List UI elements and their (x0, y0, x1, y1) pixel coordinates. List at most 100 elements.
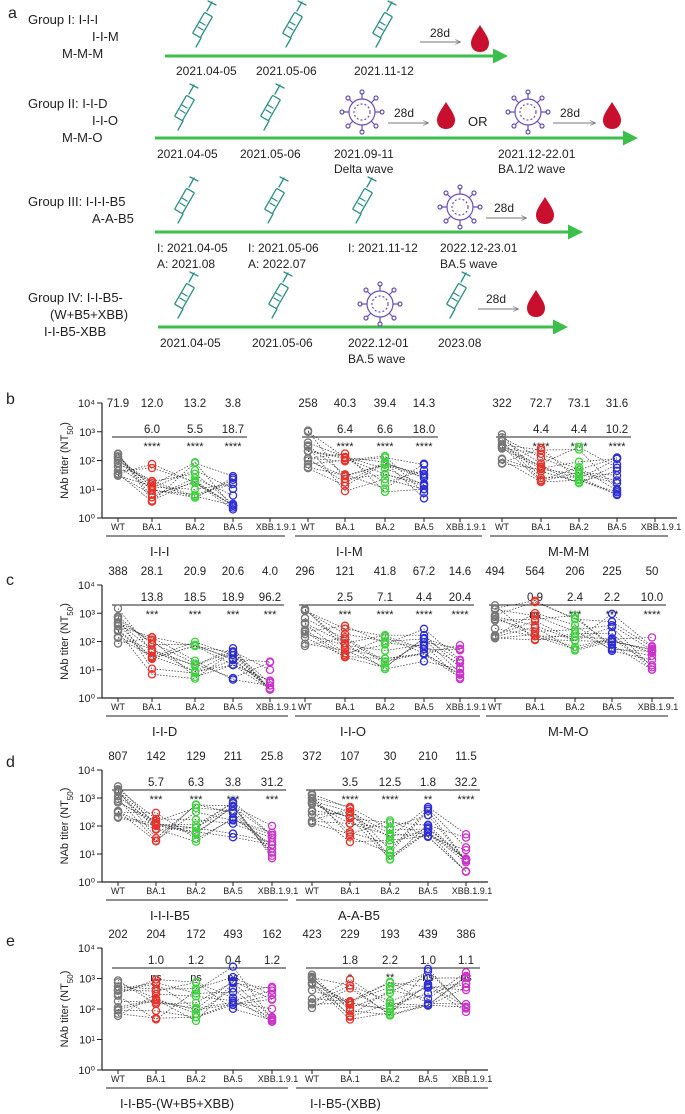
fold-value: 6.0 (144, 424, 160, 436)
data-point (570, 611, 580, 620)
data-point (307, 793, 317, 802)
data-point (607, 629, 617, 638)
data-point (345, 981, 355, 990)
data-point (419, 644, 429, 654)
data-point (147, 654, 157, 664)
gmt-value: 258 (298, 398, 317, 410)
data-point (300, 641, 310, 651)
connecting-line (117, 966, 273, 1020)
data-point (530, 614, 540, 624)
data-point (303, 441, 313, 450)
data-point (419, 488, 429, 498)
data-point (345, 832, 355, 841)
data-point (113, 794, 123, 804)
g4-line2: (W+B5+XBB) (50, 307, 128, 322)
g2-wave2-date: 2021.12-22.01 (498, 147, 576, 161)
data-point (607, 609, 617, 619)
connecting-line (117, 466, 234, 498)
data-point (340, 478, 350, 487)
data-point (345, 997, 355, 1007)
y-axis-label-close: ) (59, 422, 71, 426)
x-tick-label: BA.2 (380, 1074, 400, 1084)
data-point (151, 833, 161, 843)
data-point (490, 634, 500, 643)
significance-label: **** (643, 609, 661, 621)
g2-interval-1: 28d (394, 106, 414, 120)
data-point (151, 825, 161, 834)
data-point (461, 829, 471, 839)
connecting-line (311, 798, 467, 861)
gmt-value: 172 (186, 929, 205, 941)
data-point (190, 656, 200, 665)
connecting-line (117, 617, 271, 689)
fold-value: 1.8 (420, 777, 436, 789)
data-point (228, 993, 238, 1002)
data-point (385, 977, 395, 987)
g1-line3: M-M-M (62, 46, 103, 61)
x-tick-label: BA.2 (380, 886, 400, 896)
significance-label: **** (415, 609, 433, 621)
x-tick-label: XBB.1.9.1 (452, 886, 493, 896)
y-tick-label: 10⁰ (78, 877, 95, 889)
chart-e: 10⁰ 10¹ 10² 10³ 10⁴ NAb titer (NT50) WT BA.1 BA.… (59, 929, 492, 1111)
virus-icon (505, 89, 551, 135)
data-point (570, 642, 580, 652)
x-tick-label: BA.2 (185, 522, 205, 532)
y-tick-label: 10³ (79, 608, 95, 620)
fold-value: 1.0 (148, 955, 164, 967)
x-tick-label: WT (111, 522, 125, 532)
data-point (455, 655, 465, 665)
y-axis-label: NAb titer (NT50) (59, 788, 75, 865)
gmt-value: 67.2 (413, 566, 435, 578)
connecting-line (304, 625, 461, 664)
y-tick-label: 10¹ (79, 665, 95, 677)
y-axis-label-sub: 50 (66, 425, 75, 434)
connecting-line (304, 633, 461, 680)
data-point (147, 651, 157, 661)
y-tick-label: 10⁰ (78, 513, 95, 525)
fold-value: 1.1 (458, 955, 474, 967)
connecting-line (117, 982, 273, 1022)
connecting-line (501, 437, 618, 481)
connecting-line (494, 608, 653, 652)
y-tick-label: 10¹ (79, 1035, 95, 1047)
blood-drop-icon (536, 197, 554, 224)
data-point (461, 973, 471, 983)
fold-value: 96.2 (259, 592, 281, 604)
significance-label: *** (150, 794, 164, 806)
data-point (307, 789, 317, 799)
fold-value: 2.4 (567, 592, 584, 604)
gmt-value: 423 (302, 929, 321, 941)
connecting-line (117, 982, 273, 1021)
data-point (228, 643, 238, 653)
fold-value: 3.8 (225, 777, 241, 789)
g4-date-1: 2021.04-05 (160, 336, 221, 350)
gmt-value: 40.3 (334, 398, 356, 410)
connecting-line (311, 982, 467, 1002)
data-point (612, 490, 622, 500)
connecting-line (117, 976, 273, 996)
g3-date-2: I: 2021.05-06 (248, 241, 319, 255)
connecting-line (117, 1000, 273, 1010)
data-point (345, 827, 355, 837)
data-point (423, 810, 433, 820)
connecting-line (311, 976, 467, 1015)
data-point (147, 633, 157, 642)
data-point (570, 620, 580, 630)
data-point (228, 797, 238, 806)
x-tick-label: WT (305, 1074, 319, 1084)
connecting-line (501, 448, 618, 469)
data-point (570, 614, 580, 624)
fold-value: 10.0 (641, 592, 663, 604)
data-point (151, 986, 161, 996)
data-point (380, 474, 390, 484)
x-tick-label: BA.1 (531, 522, 551, 532)
data-point (228, 501, 238, 510)
data-point (423, 820, 433, 830)
data-point (647, 651, 657, 661)
g1-line2: I-I-M (92, 29, 119, 44)
gmt-value: 206 (565, 566, 584, 578)
blood-drop-icon (603, 102, 621, 129)
data-point (612, 454, 622, 464)
data-point (607, 643, 617, 653)
